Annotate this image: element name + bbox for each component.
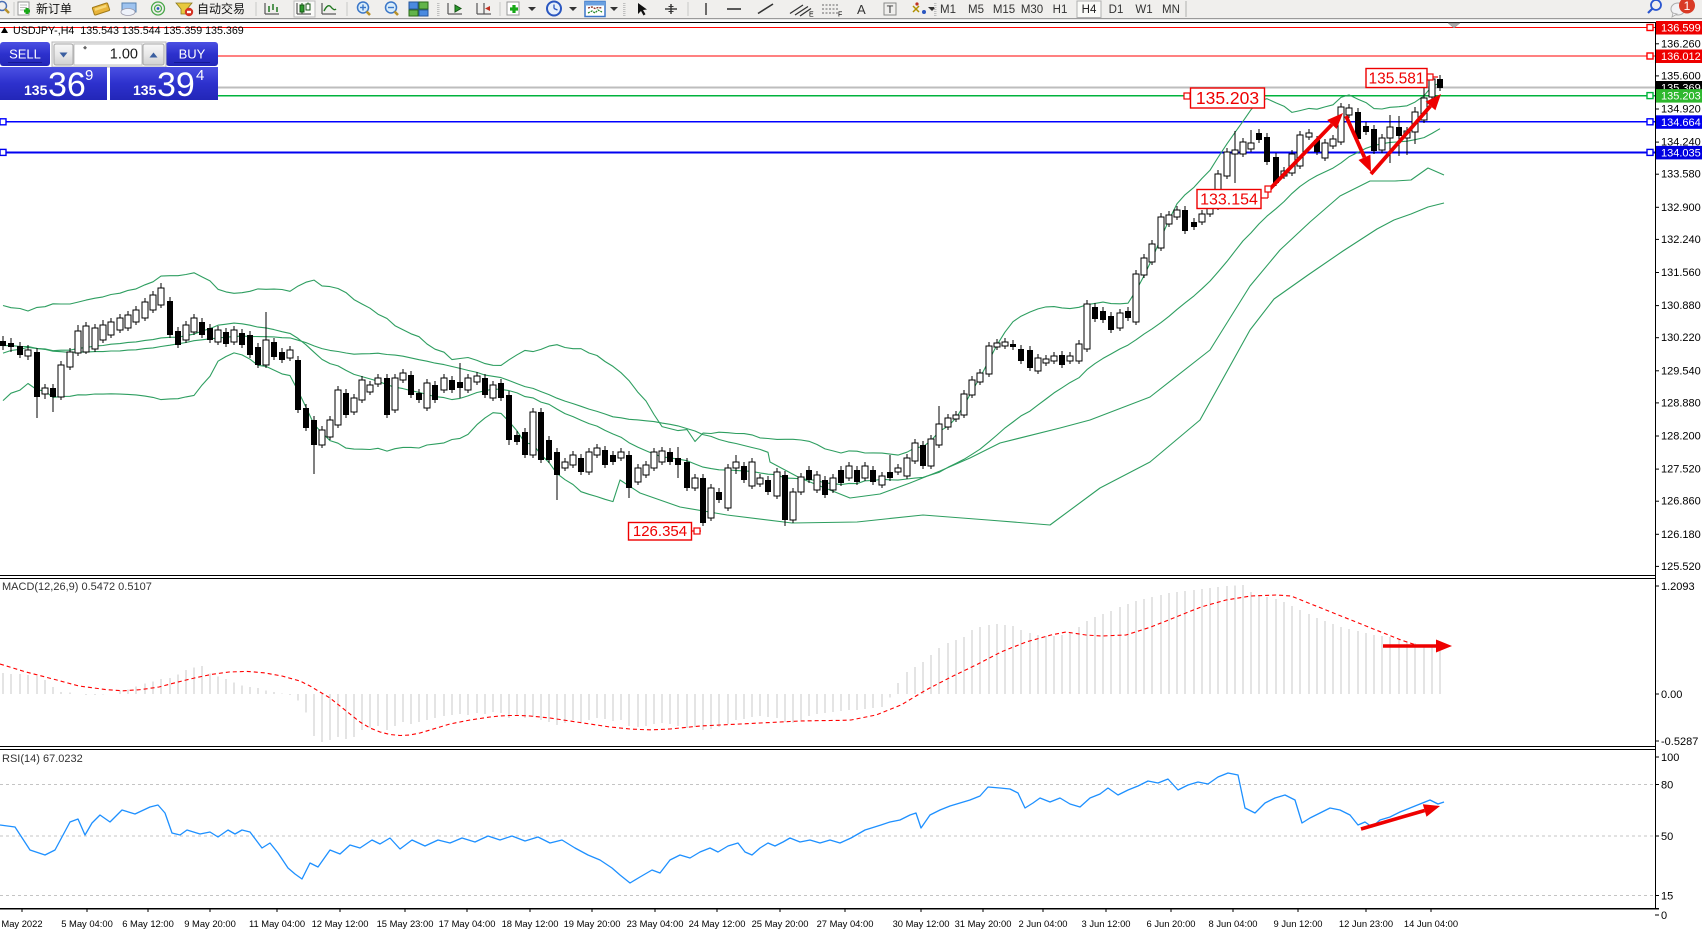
- svg-text:131.560: 131.560: [1661, 267, 1701, 279]
- svg-text:23 May 04:00: 23 May 04:00: [627, 918, 684, 929]
- svg-text:自动交易: 自动交易: [197, 1, 245, 16]
- svg-text:6 May 12:00: 6 May 12:00: [122, 918, 174, 929]
- svg-text:36: 36: [48, 66, 86, 104]
- svg-text:May 2022: May 2022: [1, 918, 42, 929]
- svg-text:17 May 04:00: 17 May 04:00: [439, 918, 496, 929]
- svg-text:-0.5287: -0.5287: [1661, 736, 1698, 748]
- svg-text:15 May 23:00: 15 May 23:00: [377, 918, 434, 929]
- svg-text:30 May 12:00: 30 May 12:00: [893, 918, 950, 929]
- svg-text:126.860: 126.860: [1661, 496, 1701, 508]
- svg-text:MN: MN: [1162, 4, 1180, 16]
- svg-text:136.599: 136.599: [1661, 23, 1701, 35]
- svg-text:134.240: 134.240: [1661, 137, 1701, 149]
- svg-text:新订单: 新订单: [36, 1, 72, 16]
- svg-text:100: 100: [1661, 752, 1679, 764]
- svg-text:12 May 12:00: 12 May 12:00: [312, 918, 369, 929]
- svg-text:15: 15: [1661, 891, 1673, 903]
- svg-text:132.240: 132.240: [1661, 234, 1701, 246]
- svg-text:125.520: 125.520: [1661, 561, 1701, 573]
- svg-text:14 Jun 04:00: 14 Jun 04:00: [1404, 918, 1458, 929]
- svg-text:135: 135: [133, 82, 157, 98]
- svg-text:3 Jun 12:00: 3 Jun 12:00: [1082, 918, 1131, 929]
- svg-text:133.580: 133.580: [1661, 169, 1701, 181]
- svg-text:8 Jun 04:00: 8 Jun 04:00: [1209, 918, 1258, 929]
- svg-text:M5: M5: [968, 4, 984, 16]
- svg-text:6 Jun 20:00: 6 Jun 20:00: [1147, 918, 1196, 929]
- svg-text:1: 1: [1684, 0, 1691, 13]
- svg-text:132.900: 132.900: [1661, 202, 1701, 214]
- svg-text:T: T: [887, 4, 894, 16]
- svg-text:130.220: 130.220: [1661, 332, 1701, 344]
- svg-text:H4: H4: [1082, 4, 1097, 16]
- svg-text:BUY: BUY: [179, 47, 206, 62]
- svg-text:24 May 12:00: 24 May 12:00: [689, 918, 746, 929]
- svg-text:1.00: 1.00: [110, 47, 138, 63]
- svg-text:0.00: 0.00: [1661, 689, 1682, 701]
- svg-text:50: 50: [1661, 831, 1673, 843]
- svg-text:A: A: [857, 2, 866, 17]
- svg-text:134.664: 134.664: [1661, 117, 1701, 129]
- svg-text:M30: M30: [1021, 4, 1043, 16]
- svg-text:39: 39: [157, 66, 195, 104]
- svg-text:135: 135: [24, 82, 48, 98]
- svg-text:◆: ◆: [83, 45, 87, 51]
- svg-text:19 May 20:00: 19 May 20:00: [564, 918, 621, 929]
- svg-text:RSI(14) 67.0232: RSI(14) 67.0232: [2, 753, 83, 765]
- svg-text:25 May 20:00: 25 May 20:00: [752, 918, 809, 929]
- svg-text:129.540: 129.540: [1661, 365, 1701, 377]
- svg-text:11 May 04:00: 11 May 04:00: [249, 918, 305, 929]
- svg-text:W1: W1: [1135, 4, 1152, 16]
- svg-text:135.600: 135.600: [1661, 70, 1701, 82]
- svg-text:135.203: 135.203: [1196, 88, 1259, 108]
- svg-text:126.354: 126.354: [633, 523, 687, 540]
- svg-text:126.180: 126.180: [1661, 529, 1701, 541]
- svg-text:9 Jun 12:00: 9 Jun 12:00: [1274, 918, 1323, 929]
- svg-text:9: 9: [85, 67, 93, 84]
- svg-text:H1: H1: [1053, 4, 1068, 16]
- svg-text:135.203: 135.203: [1661, 91, 1701, 103]
- svg-text:M15: M15: [993, 4, 1015, 16]
- svg-text:134.035: 134.035: [1661, 147, 1701, 159]
- svg-text:MACD(12,26,9) 0.5472 0.5107: MACD(12,26,9) 0.5472 0.5107: [2, 581, 152, 593]
- svg-text:135.581: 135.581: [1368, 71, 1424, 88]
- svg-text:SELL: SELL: [9, 47, 41, 62]
- svg-text:133.154: 133.154: [1200, 192, 1258, 209]
- svg-text:130.880: 130.880: [1661, 300, 1701, 312]
- svg-text:128.200: 128.200: [1661, 431, 1701, 443]
- svg-text:F: F: [838, 12, 842, 19]
- svg-text:9 May 20:00: 9 May 20:00: [184, 918, 236, 929]
- svg-text:M1: M1: [940, 4, 956, 16]
- svg-text:E: E: [809, 12, 814, 19]
- svg-text:80: 80: [1661, 780, 1673, 792]
- svg-text:127.520: 127.520: [1661, 464, 1701, 476]
- svg-text:31 May 20:00: 31 May 20:00: [955, 918, 1012, 929]
- svg-text:0: 0: [1661, 910, 1667, 922]
- svg-text:12 Jun 23:00: 12 Jun 23:00: [1339, 918, 1393, 929]
- svg-text:18 May 12:00: 18 May 12:00: [502, 918, 559, 929]
- svg-text:USDJPY-,H4 135.543 135.544 13: USDJPY-,H4 135.543 135.544 135.359 135.3…: [13, 25, 244, 37]
- svg-text:136.012: 136.012: [1661, 51, 1701, 63]
- svg-text:4: 4: [196, 67, 204, 84]
- svg-text:136.260: 136.260: [1661, 38, 1701, 50]
- svg-text:2 Jun 04:00: 2 Jun 04:00: [1019, 918, 1068, 929]
- svg-text:5 May 04:00: 5 May 04:00: [61, 918, 113, 929]
- svg-text:134.920: 134.920: [1661, 104, 1701, 116]
- svg-text:128.880: 128.880: [1661, 397, 1701, 409]
- svg-text:1.2093: 1.2093: [1661, 581, 1695, 593]
- svg-text:D1: D1: [1109, 4, 1124, 16]
- svg-text:27 May 04:00: 27 May 04:00: [817, 918, 874, 929]
